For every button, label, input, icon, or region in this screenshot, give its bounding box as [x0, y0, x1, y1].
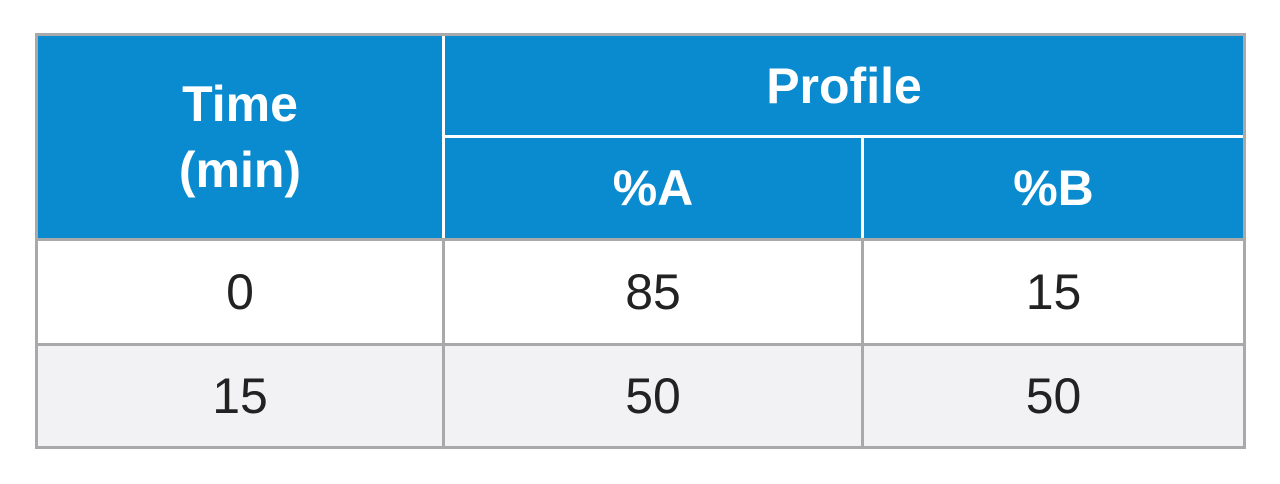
table-cell: 15: [38, 346, 442, 446]
table-cell: 0: [38, 241, 442, 343]
column-header: %A: [445, 138, 861, 238]
table-cell: 50: [445, 346, 861, 446]
profile-header: Profile: [445, 36, 1243, 135]
header-line: (min): [178, 142, 302, 198]
table-cell: 15: [864, 241, 1243, 343]
table-cell: 85: [445, 241, 861, 343]
time-header: Time (min): [38, 36, 442, 238]
table-cell: 50: [864, 346, 1243, 446]
header-line: Time: [182, 76, 298, 132]
column-header: %B: [864, 138, 1243, 238]
time-header-text: Time (min): [179, 71, 301, 203]
